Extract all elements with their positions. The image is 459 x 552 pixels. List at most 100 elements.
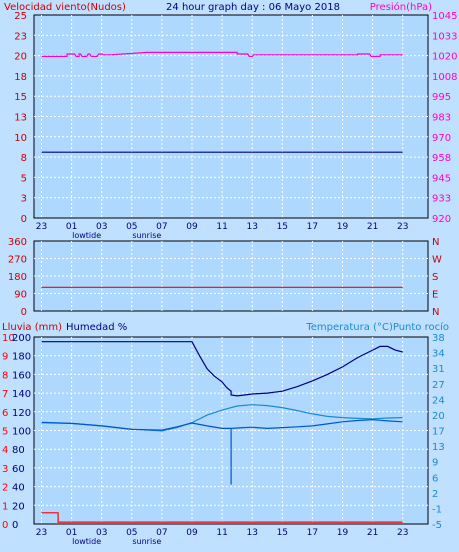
rain-tick-label: 7 [2, 389, 8, 400]
rain-tick-label: 6 [2, 408, 8, 419]
x-tick-label: 05 [126, 222, 137, 232]
rain-tick-label: 3 [2, 464, 8, 475]
pressure-tick-label: 1008 [432, 72, 457, 83]
x-tick-label: 01 [66, 528, 77, 538]
x-tick-label: 21 [367, 222, 378, 232]
rain-axis-title: Lluvia (mm) [2, 322, 62, 333]
x-tick-label: 13 [246, 222, 257, 232]
compass-tick-label: N [432, 237, 439, 248]
temperature-tick-label: 2 [432, 489, 438, 500]
rain-tick-label: 4 [2, 445, 8, 456]
temperature-tick-label: 20 [432, 411, 445, 422]
wind-axis-title: Velocidad viento(Nudos) [4, 2, 126, 13]
x-sublabel: sunrise [132, 231, 161, 240]
humidity-line [41, 341, 403, 397]
humidity-tick-label: 60 [12, 464, 25, 475]
pressure-tick-label: 1033 [432, 31, 457, 42]
x-tick-label: 19 [337, 528, 349, 538]
temperature-tick-label: 24 [432, 395, 445, 406]
humidity-tick-label: 200 [12, 333, 31, 344]
wind-tick-label: 25 [14, 11, 27, 22]
rain-tick-label: 2 [2, 483, 8, 494]
x-tick-label: 07 [156, 222, 167, 232]
humidity-axis-title: Humedad % [66, 322, 127, 333]
direction-tick-label: 270 [8, 255, 27, 266]
pressure-axis-title: Presión(hPa) [370, 1, 432, 13]
x-tick-label: 23 [36, 222, 47, 232]
temperature-tick-label: 38 [432, 333, 445, 344]
rain-tick-label: 0 [2, 520, 8, 531]
temperature-tick-label: 17 [432, 427, 445, 438]
x-tick-label: 19 [337, 222, 349, 232]
humidity-tick-label: 20 [12, 501, 25, 512]
rain-tick-label: 8 [2, 370, 8, 381]
rain-tick-label: 1 [2, 501, 8, 512]
compass-tick-label: S [432, 272, 438, 283]
temperature-tick-label: 6 [432, 473, 438, 484]
humidity-tick-label: 160 [12, 370, 31, 381]
rain-tick-label: 10 [2, 333, 15, 344]
pressure-tick-label: 983 [432, 113, 451, 124]
humidity-tick-label: 180 [12, 352, 31, 363]
x-sublabel: lowtide [72, 537, 101, 546]
direction-tick-label: 0 [21, 307, 27, 318]
pressure-tick-label: 945 [432, 173, 451, 184]
x-tick-label: 03 [96, 222, 107, 232]
x-tick-label: 07 [156, 528, 167, 538]
pressure-tick-label: 970 [432, 133, 451, 144]
temperature-tick-label: 27 [432, 380, 445, 391]
temperature-tick-label: 9 [432, 458, 438, 469]
dew-point-line [41, 419, 403, 485]
wind-tick-label: 10 [14, 133, 27, 144]
compass-tick-label: W [432, 255, 442, 266]
x-tick-label: 17 [307, 222, 318, 232]
x-tick-label: 21 [367, 528, 378, 538]
humidity-tick-label: 140 [12, 389, 31, 400]
x-sublabel: lowtide [72, 231, 101, 240]
x-tick-label: 01 [66, 222, 77, 232]
x-tick-label: 13 [246, 528, 257, 538]
x-tick-label: 23 [397, 528, 408, 538]
humidity-tick-label: 100 [12, 427, 31, 438]
temperature-axis-title: Temperatura (°C)Punto rocío [305, 321, 449, 333]
temperature-tick-label: 31 [432, 364, 445, 375]
wind-tick-label: 3 [21, 194, 27, 205]
pressure-tick-label: 920 [432, 214, 451, 225]
temperature-tick-label: -5 [432, 520, 442, 531]
chart-title: 24 hour graph day : 06 Mayo 2018 [166, 2, 340, 13]
pressure-line [41, 51, 403, 58]
pressure-tick-label: 1020 [432, 52, 457, 63]
wind-tick-label: 13 [14, 113, 27, 124]
x-tick-label: 05 [126, 528, 137, 538]
humidity-tick-label: 120 [12, 408, 31, 419]
wind-tick-label: 20 [14, 52, 27, 63]
x-tick-label: 15 [277, 222, 288, 232]
x-tick-label: 23 [397, 222, 408, 232]
wind-tick-label: 5 [21, 173, 27, 184]
x-tick-label: 03 [96, 528, 107, 538]
compass-tick-label: N [432, 307, 439, 318]
pressure-tick-label: 958 [432, 153, 451, 164]
x-tick-label: 15 [277, 528, 288, 538]
humidity-tick-label: 40 [12, 483, 25, 494]
rain-tick-label: 9 [2, 352, 8, 363]
wind-tick-label: 8 [21, 153, 27, 164]
temperature-tick-label: -1 [432, 504, 442, 515]
pressure-tick-label: 1045 [432, 11, 457, 22]
pressure-tick-label: 933 [432, 194, 451, 205]
pressure-tick-label: 995 [432, 92, 451, 103]
x-tick-label: 11 [216, 222, 227, 232]
wind-tick-label: 23 [14, 31, 27, 42]
direction-tick-label: 360 [8, 237, 27, 248]
x-sublabel: sunrise [132, 537, 161, 546]
humidity-tick-label: 80 [12, 445, 25, 456]
rain-tick-label: 5 [2, 427, 8, 438]
x-tick-label: 11 [216, 528, 227, 538]
x-tick-label: 17 [307, 528, 318, 538]
humidity-tick-label: 0 [12, 520, 18, 531]
x-tick-label: 09 [186, 528, 198, 538]
wind-tick-label: 15 [14, 92, 27, 103]
x-tick-label: 23 [36, 528, 47, 538]
wind-tick-label: 0 [21, 214, 27, 225]
